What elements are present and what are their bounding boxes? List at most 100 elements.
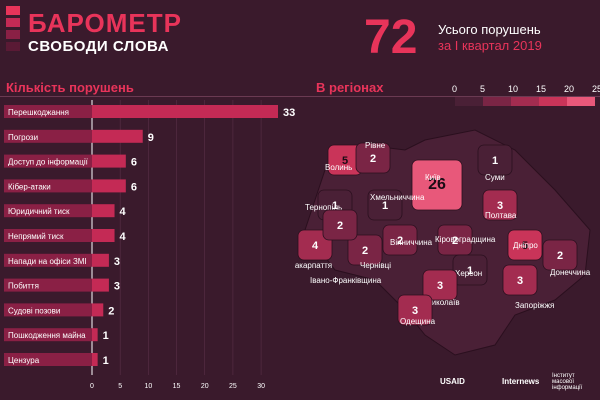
region-value: 2 (337, 220, 343, 232)
region-label: Миколаїв (425, 298, 460, 307)
map-region (437, 224, 473, 256)
legend-tick: 0 (452, 84, 458, 94)
region-label: Київ (425, 173, 441, 182)
region-label: Вінниччина (390, 238, 433, 247)
region-label: Полтава (485, 211, 517, 220)
x-tick-label: 0 (90, 383, 94, 390)
region-label: Одещина (400, 317, 436, 326)
category-label-bg (4, 328, 92, 342)
bar (92, 278, 109, 292)
header-divider (0, 96, 600, 97)
category-label-bg (4, 154, 92, 168)
legend-tick: 5 (480, 84, 486, 94)
bar-value-label: 4 (120, 206, 127, 218)
total-label: Усього порушень (438, 22, 541, 37)
category-label: Пошкодження майна (8, 331, 86, 340)
bar (92, 229, 115, 242)
bar (92, 129, 143, 143)
legend-tick: 10 (508, 84, 519, 94)
bar (92, 328, 98, 342)
map-region (397, 294, 433, 326)
category-label-bg (4, 105, 92, 118)
region-label: Чернівці (360, 261, 391, 270)
legend-tick: 20 (564, 84, 575, 94)
map-region (411, 159, 463, 211)
x-tick-label: 10 (144, 383, 152, 390)
category-label-bg (4, 204, 92, 218)
region-value: 5 (522, 240, 528, 252)
map-region (482, 189, 518, 221)
bar-value-label: 9 (148, 132, 154, 144)
map-region (422, 269, 458, 301)
category-label-bg (4, 129, 92, 143)
x-tick-label: 25 (229, 383, 237, 390)
x-tick-label: 5 (118, 383, 122, 390)
category-label: Напади на офіси ЗМІ (8, 257, 87, 266)
logo-squares (6, 6, 22, 56)
category-label: Непрямий тиск (8, 232, 64, 241)
bar (92, 179, 126, 193)
region-value: 4 (312, 240, 319, 252)
category-label: Цензура (8, 356, 40, 365)
x-tick-label: 20 (201, 383, 209, 390)
region-value: 3 (497, 200, 503, 212)
legend-tick: 15 (536, 84, 547, 94)
total-period: за І квартал 2019 (438, 38, 542, 53)
category-label-bg (4, 278, 92, 292)
region-value: 3 (412, 305, 418, 317)
category-label: Доступ до інформації (8, 158, 89, 167)
map-region (355, 142, 391, 174)
map-region (382, 224, 418, 256)
map-region (322, 209, 358, 241)
bar (92, 253, 109, 267)
legend-tick: 25 (592, 84, 600, 94)
category-label: Перешкоджання (8, 108, 69, 117)
bar-chart-title: Кількість порушень (6, 80, 134, 95)
bar-value-label: 4 (120, 231, 127, 243)
region-label: Івано-Франківщина (310, 276, 382, 285)
category-label-bg (4, 253, 92, 267)
category-label: Побиття (8, 282, 39, 291)
map-region (477, 144, 513, 176)
region-value: 2 (362, 245, 368, 257)
region-label: Запоріжжя (515, 301, 554, 310)
bar (92, 154, 126, 168)
category-label: Юридичний тиск (8, 207, 70, 216)
map-legend-scale (455, 97, 595, 106)
region-value: 1 (467, 265, 473, 277)
map-region (542, 239, 578, 271)
map-region (367, 189, 403, 221)
category-label-bg (4, 353, 92, 366)
imi-logo: Інститут масової інформації (552, 373, 583, 391)
bar-value-label: 33 (283, 107, 295, 119)
region-label: Донеччина (550, 268, 591, 277)
category-label: Судові позови (8, 306, 60, 315)
region-label: Суми (485, 173, 505, 182)
region-label: Рівне (365, 141, 386, 150)
region-value: 2 (557, 250, 563, 262)
bar (92, 303, 104, 317)
map-region (347, 234, 383, 266)
page-title: БАРОМЕТР (28, 8, 182, 38)
bar-value-label: 6 (131, 157, 137, 169)
x-tick-label: 30 (257, 383, 265, 390)
total-count: 72 (364, 11, 418, 64)
region-value: 2 (370, 153, 376, 165)
region-label: Херсон (455, 269, 482, 278)
bar-value-label: 3 (114, 256, 120, 268)
bar-value-label: 1 (103, 355, 109, 367)
bar-value-label: 6 (131, 181, 137, 193)
category-label: Погрози (8, 133, 38, 142)
usaid-logo: USAID (440, 377, 465, 386)
category-label-bg (4, 179, 92, 193)
region-label: Закарпаття (295, 261, 332, 270)
bar-value-label: 2 (108, 305, 114, 317)
region-value: 3 (437, 280, 443, 292)
region-label: Хмельниччина (370, 193, 425, 202)
category-label: Кібер-атаки (8, 182, 51, 191)
region-value: 26 (428, 176, 446, 193)
map-region (507, 229, 543, 261)
region-value: 3 (517, 275, 523, 287)
